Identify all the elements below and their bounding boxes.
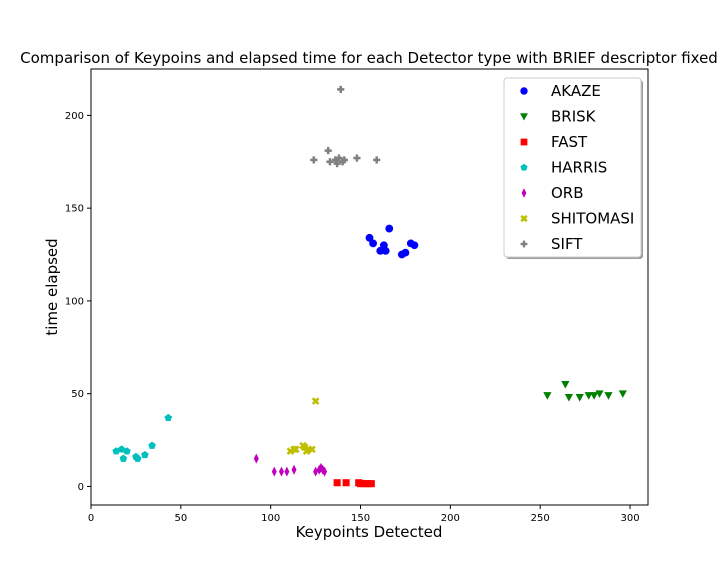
y-tick-label: 150 — [65, 204, 84, 215]
x-tick-label: 50 — [174, 513, 187, 524]
point-harris — [133, 454, 142, 462]
legend-label-fast: FAST — [551, 133, 588, 151]
point-harris — [117, 445, 126, 453]
legend: AKAZE BRISK FAST HARRIS ORB SHITOMASI SIFT — [503, 77, 643, 259]
point-sift — [333, 160, 341, 168]
point-shitomasi — [311, 397, 320, 405]
y-tick-label: 100 — [65, 296, 84, 307]
data-points — [112, 85, 627, 488]
legend-label-akaze: AKAZE — [551, 82, 601, 100]
point-harris — [123, 447, 131, 455]
point-brisk — [543, 392, 552, 400]
point-orb — [271, 466, 277, 477]
point-akaze — [365, 233, 374, 242]
point-orb — [322, 466, 328, 477]
point-sift — [310, 156, 318, 164]
point-brisk — [595, 390, 604, 398]
point-brisk — [589, 392, 599, 400]
point-harris — [148, 441, 156, 449]
point-orb — [291, 464, 297, 475]
x-tick-label: 200 — [441, 513, 460, 524]
legend-label-sift: SIFT — [551, 235, 583, 253]
x-tick-label: 250 — [531, 513, 550, 524]
point-harris — [164, 413, 173, 422]
point-fast — [333, 479, 341, 487]
point-sift — [326, 158, 334, 166]
point-orb — [278, 466, 284, 477]
x-tick-label: 100 — [261, 513, 280, 524]
point-shitomasi — [292, 445, 300, 454]
y-axis: 0 50 100 150 200 — [65, 111, 91, 493]
y-tick-label: 0 — [78, 482, 84, 493]
point-brisk — [584, 392, 593, 400]
legend-box — [503, 77, 642, 258]
x-axis-label: Keypoints Detected — [296, 523, 443, 541]
point-brisk — [575, 394, 584, 402]
legend-marker-shitomasi — [520, 214, 528, 223]
point-orb — [253, 453, 259, 464]
point-sift — [337, 85, 345, 94]
legend-marker-harris — [520, 163, 528, 171]
x-tick-label: 0 — [88, 513, 94, 524]
point-akaze — [401, 248, 410, 257]
legend-label-shitomasi: SHITOMASI — [551, 210, 634, 228]
point-fast — [342, 479, 350, 487]
point-sift — [324, 147, 332, 155]
point-sift — [335, 154, 343, 162]
point-akaze — [385, 224, 394, 233]
x-tick-label: 300 — [620, 513, 639, 524]
legend-marker-orb — [521, 188, 527, 198]
x-axis: 0 50 100 150 200 250 300 — [88, 505, 640, 524]
legend-marker-brisk — [520, 113, 528, 121]
y-tick-label: 200 — [65, 111, 84, 122]
point-sift — [373, 156, 381, 164]
point-sift — [353, 154, 361, 162]
point-sift — [331, 156, 339, 164]
legend-marker-sift — [520, 240, 528, 248]
x-tick-label: 150 — [351, 513, 370, 524]
point-akaze — [410, 241, 419, 250]
point-brisk — [561, 381, 570, 389]
point-fast — [367, 480, 375, 488]
point-harris — [141, 450, 149, 459]
y-tick-label: 50 — [71, 389, 84, 400]
chart-title: Comparison of Keypoins and elapsed time … — [20, 49, 718, 67]
point-akaze — [369, 239, 377, 248]
point-brisk — [604, 392, 613, 400]
point-orb — [284, 466, 290, 477]
legend-label-brisk: BRISK — [551, 108, 597, 126]
legend-label-orb: ORB — [551, 184, 584, 202]
legend-marker-fast — [520, 138, 528, 146]
point-brisk — [618, 390, 627, 398]
point-shitomasi — [308, 445, 316, 454]
point-harris — [119, 454, 128, 462]
y-axis-label: time elapsed — [43, 238, 61, 335]
legend-marker-akaze — [520, 87, 528, 95]
point-brisk — [564, 394, 574, 402]
point-akaze — [381, 246, 390, 255]
legend-label-harris: HARRIS — [551, 159, 607, 177]
point-sift — [338, 158, 347, 166]
point-sift — [340, 156, 348, 164]
